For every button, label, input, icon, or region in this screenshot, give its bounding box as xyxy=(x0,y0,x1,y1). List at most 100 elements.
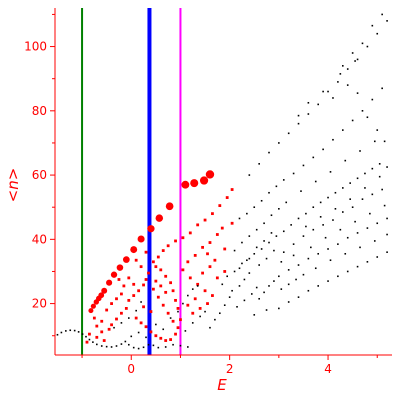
point-s0-7 xyxy=(110,271,118,278)
point-s2-215 xyxy=(241,262,243,265)
point-s2-27 xyxy=(187,346,189,348)
point-s1-54 xyxy=(193,253,197,257)
point-s2-42 xyxy=(191,288,194,290)
point-s1-66 xyxy=(201,271,204,275)
point-s2-169 xyxy=(302,273,305,276)
point-s1-64 xyxy=(186,303,190,307)
point-s2-94 xyxy=(312,156,315,159)
y-tick-label-1: 40 xyxy=(32,232,47,246)
point-s2-144 xyxy=(386,251,388,253)
point-s0-0 xyxy=(88,308,94,314)
point-s2-140 xyxy=(346,270,349,273)
point-s2-212 xyxy=(221,283,224,286)
point-s2-68 xyxy=(260,248,263,250)
point-s2-125 xyxy=(351,52,354,54)
point-s2-115 xyxy=(376,32,379,35)
point-s0-8 xyxy=(116,264,124,271)
point-s1-25 xyxy=(159,336,163,340)
axes xyxy=(50,8,392,360)
point-s1-36 xyxy=(159,268,163,272)
point-s2-124 xyxy=(361,42,364,45)
point-s2-122 xyxy=(381,13,383,16)
point-s2-54 xyxy=(238,285,241,287)
point-s2-195 xyxy=(314,180,317,183)
point-s2-156 xyxy=(386,217,388,220)
point-s2-112 xyxy=(346,68,349,70)
point-s2-77 xyxy=(327,196,329,199)
point-s1-16 xyxy=(115,297,118,301)
point-s2-21 xyxy=(147,343,150,346)
point-s2-218 xyxy=(263,240,265,242)
point-s1-61 xyxy=(206,302,209,305)
point-s2-36 xyxy=(155,323,157,326)
point-s2-184 xyxy=(369,212,371,215)
point-s2-175 xyxy=(386,233,388,236)
point-s2-120 xyxy=(339,73,342,75)
point-s2-203 xyxy=(280,261,283,263)
x-axis-label: E xyxy=(217,376,227,394)
point-s0-18 xyxy=(205,170,215,179)
point-s1-44 xyxy=(188,231,192,235)
point-s2-168 xyxy=(287,283,290,286)
point-s2-188 xyxy=(248,235,251,237)
point-s2-48 xyxy=(209,326,211,329)
point-s2-1 xyxy=(60,331,63,334)
point-s1-4 xyxy=(100,330,104,334)
point-s0-1 xyxy=(90,303,96,309)
point-s2-191 xyxy=(270,214,273,217)
point-s0-13 xyxy=(155,214,164,222)
point-s1-13 xyxy=(142,283,145,287)
point-s2-136 xyxy=(307,289,310,292)
point-s2-127 xyxy=(332,97,334,99)
point-s2-159 xyxy=(302,235,305,237)
point-s1-59 xyxy=(203,289,207,293)
point-s2-132 xyxy=(383,140,386,143)
point-s1-17 xyxy=(120,292,123,296)
point-s0-14 xyxy=(165,202,174,211)
point-s2-96 xyxy=(332,138,334,141)
point-s1-47 xyxy=(211,212,214,216)
point-s2-47 xyxy=(204,310,206,313)
point-s2-172 xyxy=(344,252,347,255)
point-s2-91 xyxy=(282,179,285,181)
point-s1-90 xyxy=(223,247,227,251)
point-s2-37 xyxy=(162,328,165,331)
point-s2-45 xyxy=(191,322,194,324)
point-s1-67 xyxy=(208,265,212,269)
point-s2-89 xyxy=(268,191,270,194)
point-s1-15 xyxy=(147,271,150,275)
point-s2-161 xyxy=(322,224,324,226)
point-s2-158 xyxy=(292,243,295,245)
point-s1-41 xyxy=(166,244,170,248)
point-s2-147 xyxy=(297,264,300,266)
point-s2-165 xyxy=(361,198,364,200)
point-s2-118 xyxy=(307,101,310,104)
point-s1-71 xyxy=(127,276,131,280)
point-s1-83 xyxy=(166,311,170,315)
point-s2-26 xyxy=(179,344,182,347)
point-s2-74 xyxy=(305,212,307,215)
point-s2-2 xyxy=(65,330,67,332)
point-s2-24 xyxy=(164,346,167,348)
point-s2-69 xyxy=(268,241,270,244)
point-s1-50 xyxy=(230,188,234,191)
point-s1-70 xyxy=(132,282,136,286)
point-s1-30 xyxy=(179,318,182,322)
point-s2-153 xyxy=(356,232,359,234)
point-s2-190 xyxy=(263,222,265,225)
point-s2-180 xyxy=(310,246,312,249)
point-s2-73 xyxy=(297,217,300,220)
point-s2-50 xyxy=(219,312,221,315)
point-s2-100 xyxy=(371,98,374,101)
point-s2-213 xyxy=(226,275,228,278)
point-s1-31 xyxy=(176,307,180,310)
point-s2-14 xyxy=(115,345,118,347)
point-s1-9 xyxy=(124,307,128,310)
point-s1-80 xyxy=(151,287,155,291)
point-s2-113 xyxy=(356,58,359,61)
point-s2-9 xyxy=(92,341,94,343)
point-s2-75 xyxy=(312,206,315,209)
point-s1-77 xyxy=(100,319,104,323)
point-s1-82 xyxy=(161,303,165,307)
